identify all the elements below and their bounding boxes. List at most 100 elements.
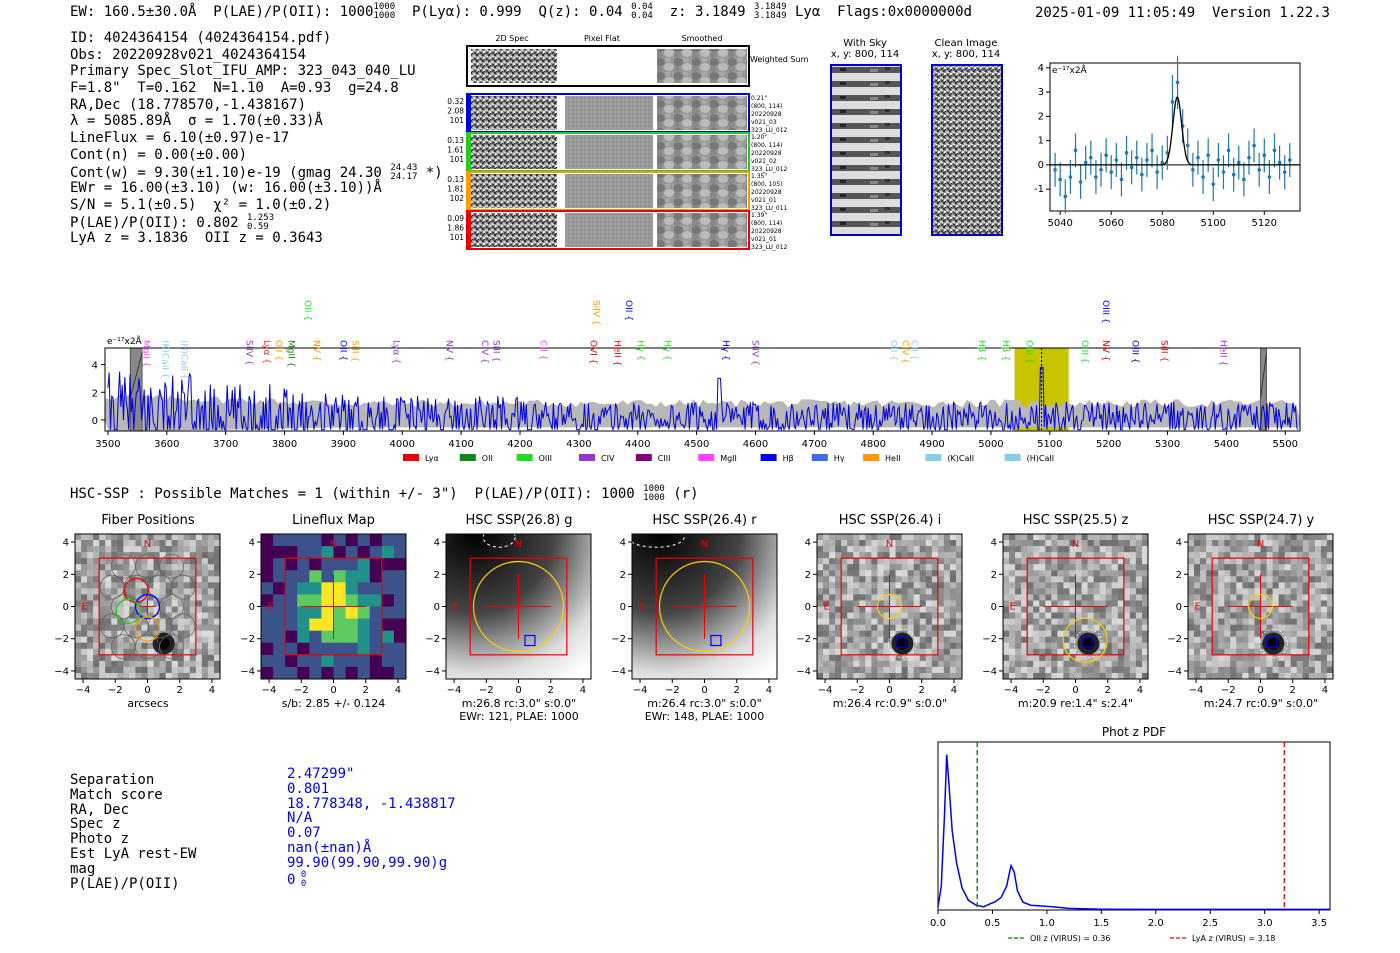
spec-row-right-value: 1.20" xyxy=(751,134,767,141)
noise-pixel xyxy=(1206,642,1213,650)
noise-pixel xyxy=(1224,642,1231,650)
noise-pixel xyxy=(823,552,830,559)
noise-pixel xyxy=(1087,540,1094,547)
thumb-xtick-label: 4 xyxy=(1136,685,1142,696)
noise-pixel xyxy=(123,558,130,565)
noise-pixel xyxy=(1075,666,1082,674)
noise-pixel xyxy=(1038,672,1046,679)
spectrum-xtick-label: 5200 xyxy=(1096,439,1121,450)
noise-pixel xyxy=(195,558,203,565)
noise-pixel xyxy=(1254,546,1261,553)
noise-pixel xyxy=(1314,600,1322,607)
noise-pixel xyxy=(865,546,872,553)
noise-pixel xyxy=(1050,582,1058,589)
noise-pixel xyxy=(1242,672,1249,679)
noise-pixel xyxy=(129,582,136,589)
noise-pixel xyxy=(105,660,112,668)
thumb-xtick-label: −4 xyxy=(632,685,647,696)
noise-pixel xyxy=(1314,588,1322,595)
noise-pixel xyxy=(1020,666,1028,674)
noise-pixel xyxy=(1230,618,1237,626)
noise-pixel xyxy=(1026,666,1034,674)
noise-pixel xyxy=(1056,594,1064,601)
noise-pixel xyxy=(159,564,167,571)
noise-pixel xyxy=(177,534,185,541)
noise-pixel xyxy=(847,642,854,650)
noise-pixel xyxy=(189,642,197,650)
noise-pixel xyxy=(1326,612,1333,620)
noise-pixel xyxy=(1020,564,1028,571)
noise-pixel xyxy=(1314,540,1322,547)
noise-pixel xyxy=(823,630,830,638)
noise-pixel xyxy=(955,630,962,638)
noise-pixel xyxy=(835,654,842,662)
noise-pixel xyxy=(943,540,951,547)
noise-pixel xyxy=(1038,624,1046,632)
noise-pixel xyxy=(1032,624,1040,632)
noise-pixel xyxy=(1099,534,1106,541)
noise-pixel xyxy=(841,624,848,632)
photz-legend-label: LyA z (VIRUS) = 3.18 xyxy=(1192,934,1275,943)
noise-pixel xyxy=(93,534,100,541)
noise-pixel xyxy=(1224,654,1231,662)
zoom-point xyxy=(1262,153,1267,157)
noise-pixel xyxy=(1105,624,1112,632)
spec-row-smooth xyxy=(657,135,747,169)
match-value: 0.07 xyxy=(287,825,321,842)
noise-pixel xyxy=(1093,582,1100,589)
noise-pixel xyxy=(159,666,167,674)
lineflux-cell xyxy=(260,642,274,656)
qz-value: Q(z): 0.04 xyxy=(538,4,623,20)
noise-pixel xyxy=(1105,546,1112,553)
noise-pixel xyxy=(925,570,933,577)
noise-pixel xyxy=(817,606,824,614)
noise-pixel xyxy=(1129,648,1136,656)
noise-pixel xyxy=(1014,594,1022,601)
noise-pixel xyxy=(1296,666,1304,674)
noise-pixel xyxy=(1302,648,1310,656)
zoom-ytick-label: 0 xyxy=(1038,160,1044,171)
noise-pixel xyxy=(955,576,962,583)
noise-pixel xyxy=(1308,660,1316,668)
noise-pixel xyxy=(877,570,884,577)
noise-pixel xyxy=(817,558,824,565)
noise-pixel xyxy=(835,558,842,565)
noise-pixel xyxy=(1050,666,1058,674)
noise-pixel xyxy=(141,594,148,601)
noise-pixel xyxy=(1123,636,1130,644)
noise-pixel xyxy=(913,606,921,614)
spectrum-line-label: SiII { xyxy=(491,340,501,362)
noise-pixel xyxy=(1026,600,1034,607)
noise-pixel xyxy=(1020,540,1028,547)
noise-pixel xyxy=(195,600,203,607)
noise-pixel xyxy=(1200,648,1207,656)
noise-pixel xyxy=(1020,600,1028,607)
noise-pixel xyxy=(1224,612,1231,620)
noise-pixel xyxy=(1302,666,1310,674)
noise-pixel xyxy=(1194,594,1201,601)
noise-pixel xyxy=(201,594,209,601)
noise-pixel xyxy=(1230,576,1237,583)
noise-pixel xyxy=(847,552,854,559)
noise-pixel xyxy=(159,540,167,547)
noise-pixel xyxy=(1194,552,1201,559)
spec-row-left-value: 101 xyxy=(450,233,465,242)
noise-pixel xyxy=(1117,624,1124,632)
noise-pixel xyxy=(1099,642,1106,650)
noise-pixel xyxy=(1044,654,1052,662)
noise-pixel xyxy=(889,648,897,656)
noise-pixel xyxy=(1296,564,1304,571)
match-box xyxy=(1080,636,1093,648)
noise-pixel xyxy=(1087,600,1094,607)
noise-pixel xyxy=(183,570,191,577)
noise-pixel xyxy=(835,636,842,644)
noise-pixel xyxy=(1062,672,1070,679)
noise-pixel xyxy=(1236,540,1243,547)
noise-pixel xyxy=(141,636,148,644)
noise-pixel xyxy=(1020,660,1028,668)
noise-pixel xyxy=(835,552,842,559)
noise-pixel xyxy=(1026,660,1034,668)
noise-pixel xyxy=(1050,642,1058,650)
noise-pixel xyxy=(1008,546,1016,553)
